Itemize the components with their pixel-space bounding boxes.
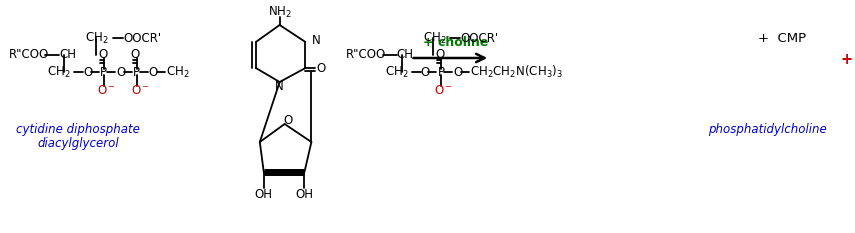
Text: O: O (453, 65, 463, 79)
Text: R"COO: R"COO (9, 48, 49, 62)
Text: CH$_2$: CH$_2$ (385, 65, 409, 79)
Text: O: O (98, 48, 108, 61)
Text: NH$_2$: NH$_2$ (268, 4, 292, 20)
Text: +  CMP: + CMP (758, 31, 806, 45)
Text: N: N (311, 34, 320, 47)
Text: O: O (131, 48, 140, 61)
Text: O: O (283, 113, 292, 127)
Text: CH$_2$CH$_2$N(CH$_3$)$_3$: CH$_2$CH$_2$N(CH$_3$)$_3$ (470, 64, 563, 80)
Text: P: P (133, 65, 140, 79)
Text: CH$_2$: CH$_2$ (48, 65, 71, 79)
Text: OOCR': OOCR' (123, 31, 161, 45)
Text: +: + (840, 52, 852, 68)
Text: R"COO: R"COO (346, 48, 386, 62)
Text: OH: OH (296, 188, 314, 201)
Text: CH$_2$: CH$_2$ (86, 31, 109, 45)
Text: OH: OH (255, 188, 273, 201)
Text: diacylglycerol: diacylglycerol (38, 137, 119, 150)
Text: phosphatidylcholine: phosphatidylcholine (709, 123, 827, 137)
Text: + choline: + choline (422, 35, 488, 48)
Text: O$^-$: O$^-$ (97, 83, 116, 96)
Text: O: O (316, 62, 326, 75)
Text: O: O (116, 65, 125, 79)
Text: O: O (149, 65, 158, 79)
Text: N: N (275, 80, 284, 93)
Text: CH: CH (59, 48, 76, 62)
Text: CH: CH (397, 48, 414, 62)
Text: O: O (83, 65, 92, 79)
Text: O: O (435, 48, 445, 61)
Text: OOCR': OOCR' (460, 31, 498, 45)
Text: P: P (438, 65, 445, 79)
Text: cytidine diphosphate: cytidine diphosphate (16, 123, 140, 137)
Text: O$^-$: O$^-$ (434, 83, 453, 96)
Text: O$^-$: O$^-$ (131, 83, 150, 96)
Text: CH$_2$: CH$_2$ (422, 31, 446, 45)
Text: P: P (100, 65, 107, 79)
Text: CH$_2$: CH$_2$ (166, 65, 189, 79)
Text: O: O (421, 65, 430, 79)
